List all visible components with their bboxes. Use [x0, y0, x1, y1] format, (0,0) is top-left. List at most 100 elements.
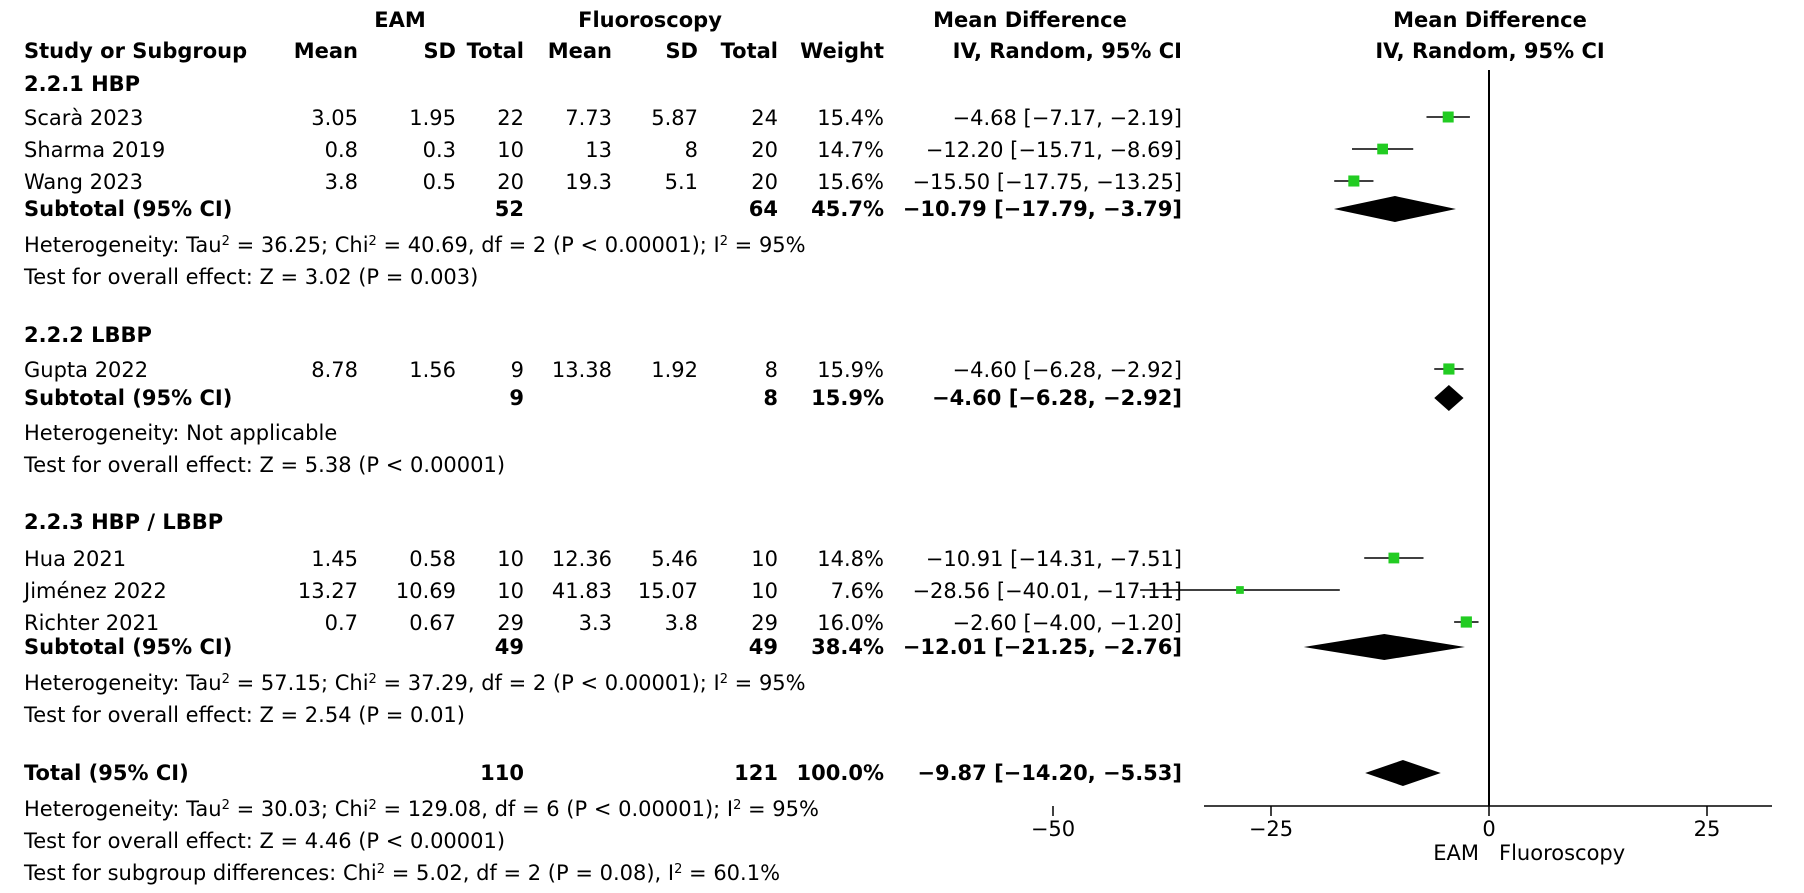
study-weight: 7.6%	[830, 579, 884, 603]
study-total2: 10	[751, 547, 778, 571]
heterogeneity-text: Heterogeneity: Not applicable	[24, 421, 338, 445]
heterogeneity-text: Heterogeneity: Tau2 = 57.15; Chi2 = 37.2…	[24, 671, 806, 695]
study-total2: 20	[751, 170, 778, 194]
total-total2: 121	[734, 761, 778, 785]
study-ci: −28.56 [−40.01, −17.11]	[912, 579, 1182, 603]
x-axis-label-right: Fluoroscopy	[1499, 841, 1625, 865]
study-sd2: 15.07	[637, 579, 698, 603]
summary-diamond	[1333, 196, 1456, 222]
subtotal-total2: 64	[748, 197, 778, 221]
col-total1-header: Total	[466, 39, 524, 63]
overall-effect-text: Test for overall effect: Z = 3.02 (P = 0…	[24, 265, 479, 289]
study-mean2: 3.3	[578, 611, 612, 635]
study-mean2: 7.73	[565, 106, 612, 130]
study-ci: −15.50 [−17.75, −13.25]	[912, 170, 1182, 194]
subtotal-weight: 15.9%	[811, 386, 884, 410]
col-total2-header: Total	[720, 39, 778, 63]
study-sd1: 0.58	[409, 547, 456, 571]
study-weight: 16.0%	[817, 611, 884, 635]
study-sd2: 8	[684, 138, 698, 162]
col-sd2-header: SD	[665, 39, 698, 63]
study-point	[1443, 363, 1455, 375]
study-ci: −10.91 [−14.31, −7.51]	[925, 547, 1182, 571]
study-sd2: 5.87	[651, 106, 698, 130]
x-axis-tick-label: −50	[1031, 817, 1075, 841]
subtotal-label: Subtotal (95% CI)	[24, 386, 233, 410]
study-point	[1442, 111, 1454, 123]
group1-header: EAM	[374, 8, 426, 32]
overall-effect-text: Test for overall effect: Z = 2.54 (P = 0…	[24, 703, 465, 727]
col-weight-header: Weight	[800, 39, 884, 63]
subtotal-total1: 9	[509, 386, 524, 410]
subgroup-title: 2.2.3 HBP / LBBP	[24, 510, 224, 534]
study-total1: 10	[497, 138, 524, 162]
total-ci: −9.87 [−14.20, −5.53]	[917, 761, 1182, 785]
study-name: Hua 2021	[24, 547, 127, 571]
study-mean1: 0.8	[324, 138, 358, 162]
study-total1: 10	[497, 547, 524, 571]
study-mean2: 19.3	[565, 170, 612, 194]
study-mean2: 13.38	[551, 358, 612, 382]
col-mean1-header: Mean	[293, 39, 358, 63]
study-name: Scarà 2023	[24, 106, 144, 130]
subtotal-label: Subtotal (95% CI)	[24, 635, 233, 659]
study-sd1: 0.5	[422, 170, 456, 194]
study-total1: 10	[497, 579, 524, 603]
summary-diamond	[1434, 385, 1464, 411]
study-weight: 15.6%	[817, 170, 884, 194]
study-mean2: 13	[585, 138, 612, 162]
study-point	[1377, 143, 1388, 155]
study-sd2: 5.46	[651, 547, 698, 571]
plot-title: Mean Difference	[1393, 8, 1587, 32]
study-name: Jiménez 2022	[24, 579, 167, 603]
col-study-header: Study or Subgroup	[24, 39, 248, 63]
study-sd1: 1.95	[409, 106, 456, 130]
study-total2: 24	[751, 106, 778, 130]
study-sd1: 0.67	[409, 611, 456, 635]
subtotal-weight: 45.7%	[811, 197, 884, 221]
study-total2: 20	[751, 138, 778, 162]
total-total1: 110	[480, 761, 524, 785]
subgroup-title: 2.2.2 LBBP	[24, 323, 152, 347]
study-weight: 15.9%	[817, 358, 884, 382]
study-point	[1388, 552, 1400, 564]
subgroup-differences-text: Test for subgroup differences: Chi2 = 5.…	[24, 861, 781, 885]
md-subheader: IV, Random, 95% CI	[952, 39, 1182, 63]
x-axis-tick-label: 0	[1482, 817, 1495, 841]
subtotal-weight: 38.4%	[811, 635, 884, 659]
plot-subheader: IV, Random, 95% CI	[1375, 39, 1605, 63]
study-point	[1460, 616, 1472, 628]
study-ci: −4.68 [−7.17, −2.19]	[952, 106, 1182, 130]
overall-effect-text: Test for overall effect: Z = 5.38 (P < 0…	[24, 453, 506, 477]
col-sd1-header: SD	[423, 39, 456, 63]
x-axis-tick-label: −25	[1249, 817, 1293, 841]
study-mean1: 3.8	[324, 170, 358, 194]
study-name: Sharma 2019	[24, 138, 166, 162]
study-name: Wang 2023	[24, 170, 144, 194]
study-weight: 15.4%	[817, 106, 884, 130]
study-mean1: 13.27	[297, 579, 358, 603]
col-mean2-header: Mean	[547, 39, 612, 63]
study-total2: 29	[751, 611, 778, 635]
study-point	[1236, 586, 1244, 594]
study-mean2: 41.83	[551, 579, 612, 603]
total-weight: 100.0%	[796, 761, 884, 785]
study-sd1: 10.69	[395, 579, 456, 603]
subtotal-ci: −12.01 [−21.25, −2.76]	[902, 635, 1182, 659]
study-sd2: 5.1	[664, 170, 698, 194]
x-axis-tick-label: 25	[1694, 817, 1721, 841]
summary-diamond	[1303, 634, 1465, 660]
study-mean1: 3.05	[311, 106, 358, 130]
study-ci: −12.20 [−15.71, −8.69]	[925, 138, 1182, 162]
study-ci: −2.60 [−4.00, −1.20]	[952, 611, 1182, 635]
study-sd1: 0.3	[422, 138, 456, 162]
total-overall-effect-text: Test for overall effect: Z = 4.46 (P < 0…	[24, 829, 506, 853]
study-mean1: 8.78	[311, 358, 358, 382]
study-point	[1348, 175, 1360, 187]
study-name: Gupta 2022	[24, 358, 149, 382]
study-total2: 10	[751, 579, 778, 603]
study-weight: 14.7%	[817, 138, 884, 162]
group2-header: Fluoroscopy	[578, 8, 722, 32]
study-total1: 22	[497, 106, 524, 130]
